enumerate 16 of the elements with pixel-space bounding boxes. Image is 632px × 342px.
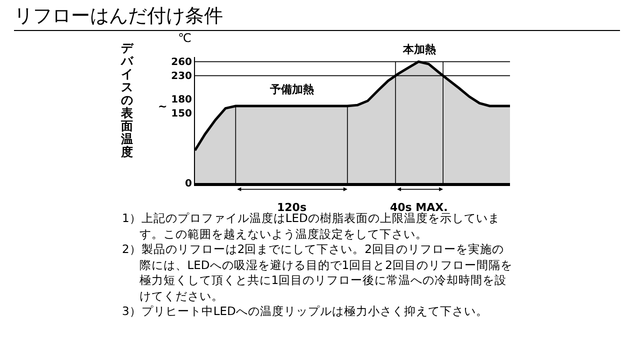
text: デバイスの表面温度 bbox=[121, 41, 133, 159]
text: 40s MAX. bbox=[390, 201, 448, 214]
text: 120s bbox=[277, 201, 307, 214]
text: 3）プリヒート中LEDへの温度リップルは極力小さく抑えて下さい。 bbox=[122, 304, 489, 320]
y-tick-label: 0 bbox=[185, 178, 192, 190]
y-tick-label: 150 bbox=[171, 108, 192, 120]
text: 2）製品のリフローは2回までにして下さい。2回目のリフローを実施の際には、LEDへの吸湿を避ける目的で1回目と2回目のリフロー間隔を極力短くして頂くと共に1回目のリフロー後に常温への冷却時間を設けてください。 bbox=[122, 242, 514, 304]
y-tick-label: 230 bbox=[171, 71, 192, 82]
text: 1）上記のプロファイル温度はLEDの樹脂表面の上限温度を示しています。この範囲を越えないよう温度設定をして下さい。 bbox=[122, 211, 501, 242]
text: 本加熱 bbox=[402, 43, 436, 56]
annotation: 予備加熱 bbox=[269, 83, 314, 96]
y-tick-label: 260 bbox=[171, 57, 192, 68]
y-tick-label: 180 bbox=[171, 94, 192, 106]
text: ℃ bbox=[178, 31, 192, 45]
chart-title: リフローはんだ付け条件 bbox=[14, 4, 620, 31]
text: ~ bbox=[158, 100, 168, 113]
